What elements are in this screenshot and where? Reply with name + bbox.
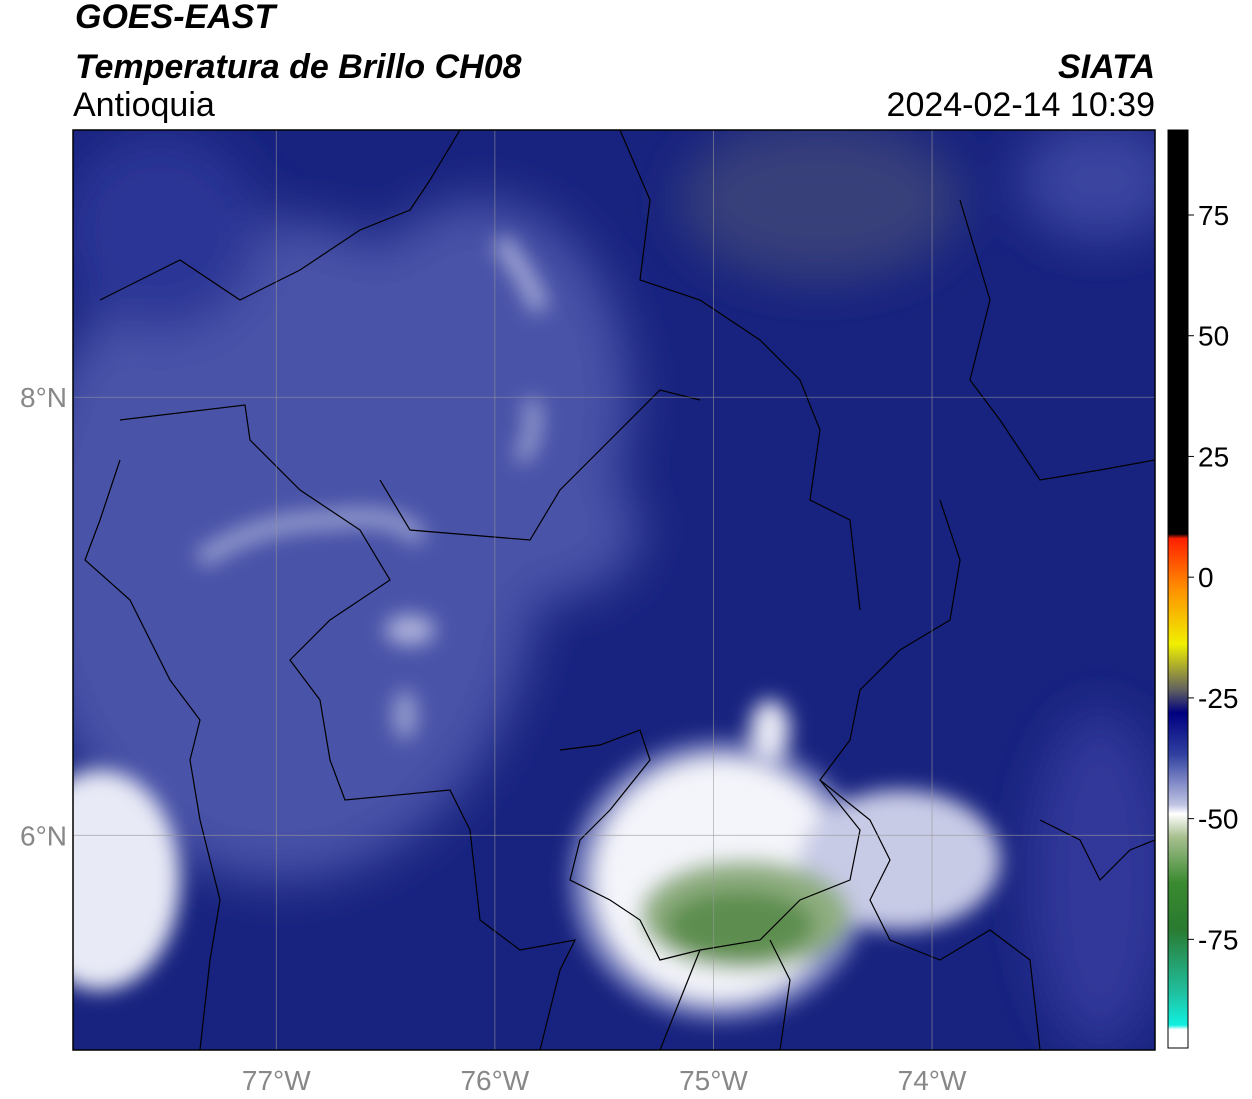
map-frame — [72, 129, 1156, 1051]
colorbar-tick-label: -50 — [1198, 804, 1238, 835]
x-tick-label: 76°W — [460, 1065, 529, 1096]
x-tick-label: 74°W — [898, 1065, 967, 1096]
y-tick-label: 6°N — [20, 820, 67, 851]
subtitle: Temperatura de Brillo CH08 — [75, 48, 522, 86]
title: GOES-EAST — [75, 0, 278, 36]
region: Antioquia — [73, 86, 215, 124]
x-tick-label: 77°W — [242, 1065, 311, 1096]
colorbar-tick-label: -75 — [1198, 924, 1238, 955]
colorbar-tick-label: 0 — [1198, 562, 1214, 593]
colorbar-tick-label: 50 — [1198, 321, 1229, 352]
y-tick-label: 8°N — [20, 382, 67, 413]
source: SIATA — [1058, 48, 1155, 86]
colorbar-tick-label: 75 — [1198, 200, 1229, 231]
datetime: 2024-02-14 10:39 — [887, 86, 1155, 124]
satellite-image — [73, 130, 1155, 1050]
colorbar — [1167, 129, 1189, 1049]
x-tick-label: 75°W — [679, 1065, 748, 1096]
colorbar-tick-label: 25 — [1198, 441, 1229, 472]
colorbar-tick-label: -25 — [1198, 683, 1238, 714]
